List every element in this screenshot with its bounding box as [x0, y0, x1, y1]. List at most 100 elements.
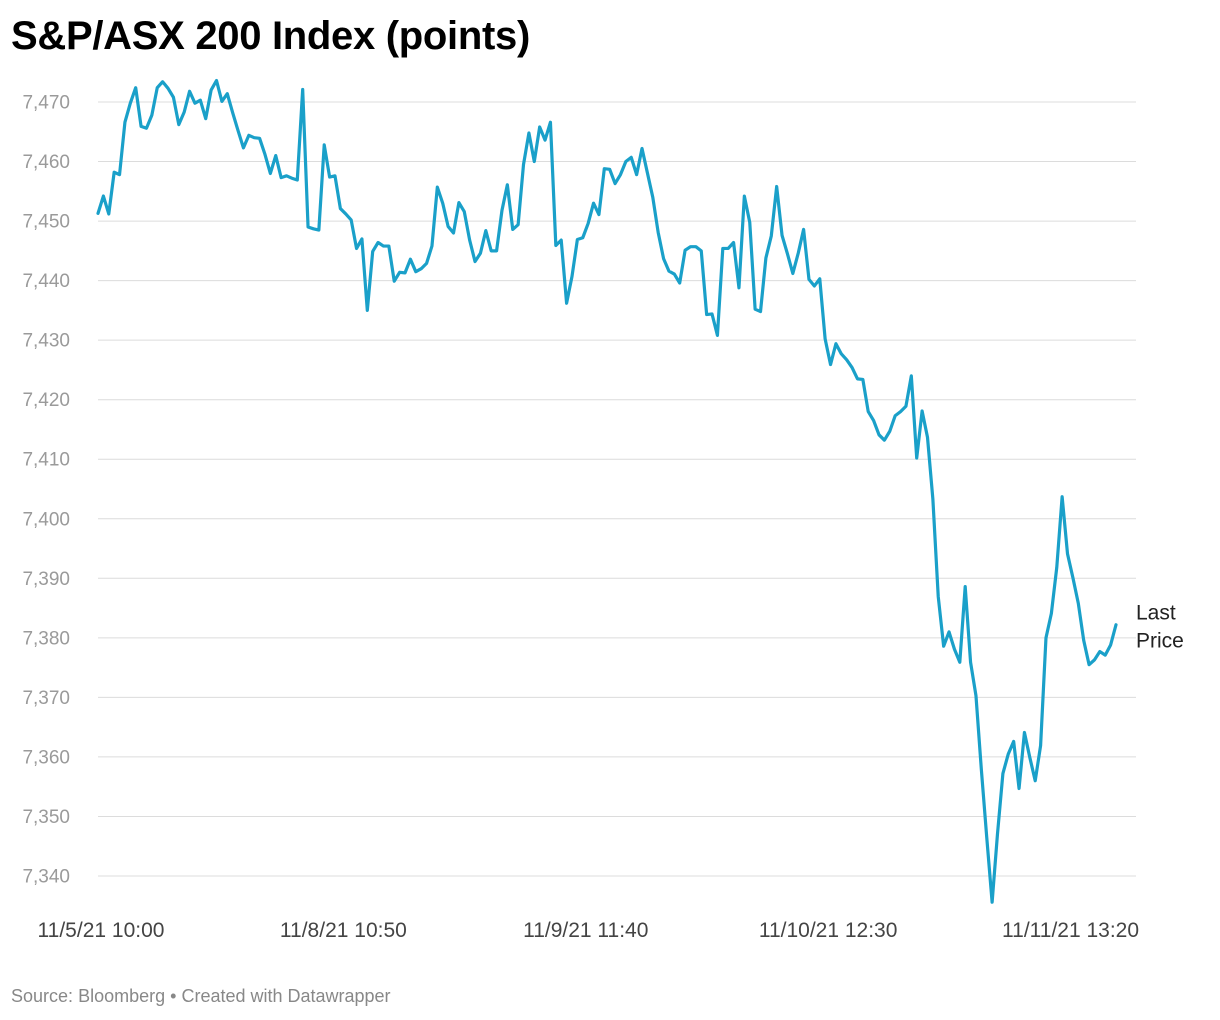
data-point	[770, 235, 772, 237]
last-price-label: Last	[1136, 602, 1176, 625]
data-point	[253, 137, 255, 139]
data-point	[635, 173, 637, 175]
data-point	[948, 631, 950, 633]
data-point	[959, 661, 961, 663]
data-point	[398, 271, 400, 273]
last-price-label: Price	[1136, 630, 1184, 653]
data-point	[1029, 756, 1031, 758]
data-point	[695, 245, 697, 247]
data-point	[867, 410, 869, 412]
data-point	[161, 81, 163, 83]
data-point	[905, 405, 907, 407]
data-point	[996, 833, 998, 835]
data-point	[501, 209, 503, 211]
data-point	[506, 184, 508, 186]
data-point	[964, 585, 966, 587]
data-point	[388, 245, 390, 247]
y-tick-label: 7,360	[22, 747, 70, 768]
data-point	[1088, 663, 1090, 665]
data-point	[813, 285, 815, 287]
data-point	[409, 258, 411, 260]
data-point	[630, 156, 632, 158]
data-point	[533, 160, 535, 162]
data-point	[1104, 654, 1106, 656]
y-tick-label: 7,470	[22, 93, 70, 114]
data-point	[991, 901, 993, 903]
data-point	[538, 126, 540, 128]
y-tick-label: 7,340	[22, 867, 70, 888]
data-point	[603, 167, 605, 169]
data-point	[921, 410, 923, 412]
data-point	[183, 111, 185, 113]
data-point	[215, 79, 217, 81]
data-point	[646, 172, 648, 174]
data-point	[479, 252, 481, 254]
data-point	[1056, 566, 1058, 568]
data-point	[242, 147, 244, 149]
data-point	[1093, 659, 1095, 661]
data-point	[258, 137, 260, 139]
data-point	[528, 132, 530, 134]
data-point	[318, 229, 320, 231]
y-tick-label: 7,440	[22, 271, 70, 292]
data-point	[845, 359, 847, 361]
x-tick-label: 11/8/21 10:50	[280, 919, 407, 942]
data-point	[280, 176, 282, 178]
data-point	[732, 241, 734, 243]
data-point	[377, 241, 379, 243]
data-point	[1115, 624, 1117, 626]
series-layer	[96, 78, 1118, 904]
data-point	[668, 270, 670, 272]
data-point	[517, 223, 519, 225]
data-point	[124, 121, 126, 123]
data-point	[226, 92, 228, 94]
data-point	[673, 273, 675, 275]
data-point	[711, 313, 713, 315]
data-point	[932, 498, 934, 500]
data-point	[565, 302, 567, 304]
source-label: Source:	[11, 986, 74, 1006]
data-point	[490, 250, 492, 252]
x-tick-label: 11/10/21 12:30	[759, 919, 898, 942]
data-point	[765, 257, 767, 259]
data-point	[221, 100, 223, 102]
y-tick-label: 7,460	[22, 152, 70, 173]
data-point	[382, 245, 384, 247]
data-point	[420, 268, 422, 270]
y-tick-label: 7,450	[22, 212, 70, 233]
data-point	[113, 171, 115, 173]
data-point	[108, 213, 110, 215]
data-point	[544, 139, 546, 141]
data-point	[781, 234, 783, 236]
data-point	[366, 309, 368, 311]
data-point	[156, 87, 158, 89]
data-point	[700, 250, 702, 252]
data-point	[549, 121, 551, 123]
data-point	[808, 278, 810, 280]
data-point	[883, 439, 885, 441]
data-point	[749, 221, 751, 223]
data-point	[716, 334, 718, 336]
data-point	[474, 260, 476, 262]
data-point	[442, 202, 444, 204]
series-line	[96, 78, 1118, 904]
data-point	[576, 238, 578, 240]
data-point	[307, 226, 309, 228]
data-point	[199, 99, 201, 101]
data-point	[641, 147, 643, 149]
y-tick-label: 7,390	[22, 569, 70, 590]
data-point	[231, 112, 233, 114]
gridlines	[98, 101, 1136, 877]
data-point	[361, 238, 363, 240]
data-point	[899, 410, 901, 412]
data-point	[328, 176, 330, 178]
data-point	[738, 287, 740, 289]
data-point	[194, 102, 196, 104]
data-point	[743, 195, 745, 197]
data-point	[447, 225, 449, 227]
data-point	[797, 252, 799, 254]
data-point	[404, 272, 406, 274]
data-point	[205, 117, 207, 119]
x-tick-label: 11/9/21 11:40	[523, 919, 648, 942]
